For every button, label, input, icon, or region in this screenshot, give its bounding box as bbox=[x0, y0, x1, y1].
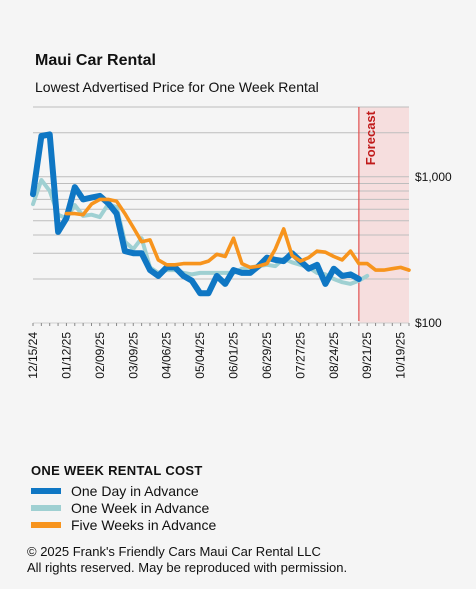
legend-item-five-weeks: Five Weeks in Advance bbox=[31, 516, 216, 533]
footer-rights: All rights reserved. May be reproduced w… bbox=[27, 560, 348, 575]
legend: ONE WEEK RENTAL COST One Day in Advance … bbox=[31, 463, 216, 533]
x-tick-label: 05/04/25 bbox=[193, 332, 207, 379]
legend-label-five-weeks: Five Weeks in Advance bbox=[71, 516, 217, 533]
footer-copyright: © 2025 Frank's Friendly Cars Maui Car Re… bbox=[27, 544, 321, 559]
x-tick-label: 04/06/25 bbox=[160, 332, 174, 379]
footer: © 2025 Frank's Friendly Cars Maui Car Re… bbox=[27, 544, 347, 576]
x-tick-label: 09/21/25 bbox=[360, 332, 374, 379]
x-tick-label: 07/27/25 bbox=[293, 332, 307, 379]
series-line-one-day bbox=[30, 131, 362, 297]
legend-item-one-day: One Day in Advance bbox=[31, 482, 216, 499]
x-tick-label: 12/15/24 bbox=[26, 332, 40, 379]
y-tick-label: $1,000 bbox=[415, 170, 452, 184]
series-line-five-weeks bbox=[64, 197, 411, 272]
legend-item-one-week: One Week in Advance bbox=[31, 499, 216, 516]
x-tick-label: 08/24/25 bbox=[327, 332, 341, 379]
legend-label-one-week: One Week in Advance bbox=[71, 499, 210, 516]
legend-label-one-day: One Day in Advance bbox=[71, 482, 199, 499]
legend-swatch-five-weeks bbox=[31, 521, 61, 528]
chart-title: Maui Car Rental bbox=[35, 52, 156, 69]
x-tick-label: 03/09/25 bbox=[126, 332, 140, 379]
y-tick-label: $100 bbox=[415, 316, 442, 330]
x-tick-label: 06/01/25 bbox=[227, 332, 241, 379]
x-tick-label: 01/12/25 bbox=[59, 332, 73, 379]
legend-swatch-one-week bbox=[31, 504, 61, 511]
forecast-region bbox=[358, 107, 409, 323]
x-tick-label: 06/29/25 bbox=[260, 332, 274, 379]
legend-swatch-one-day bbox=[31, 487, 61, 494]
chart-subtitle: Lowest Advertised Price for One Week Ren… bbox=[35, 79, 319, 95]
chart-svg: Forecast 12/15/24 01/12/25 02/09/25 03/09/25… bbox=[26, 106, 452, 379]
x-tick-label: 10/19/25 bbox=[394, 332, 408, 379]
forecast-label: Forecast bbox=[363, 110, 378, 165]
legend-title: ONE WEEK RENTAL COST bbox=[31, 463, 203, 478]
x-tick-label: 02/09/25 bbox=[93, 332, 107, 379]
